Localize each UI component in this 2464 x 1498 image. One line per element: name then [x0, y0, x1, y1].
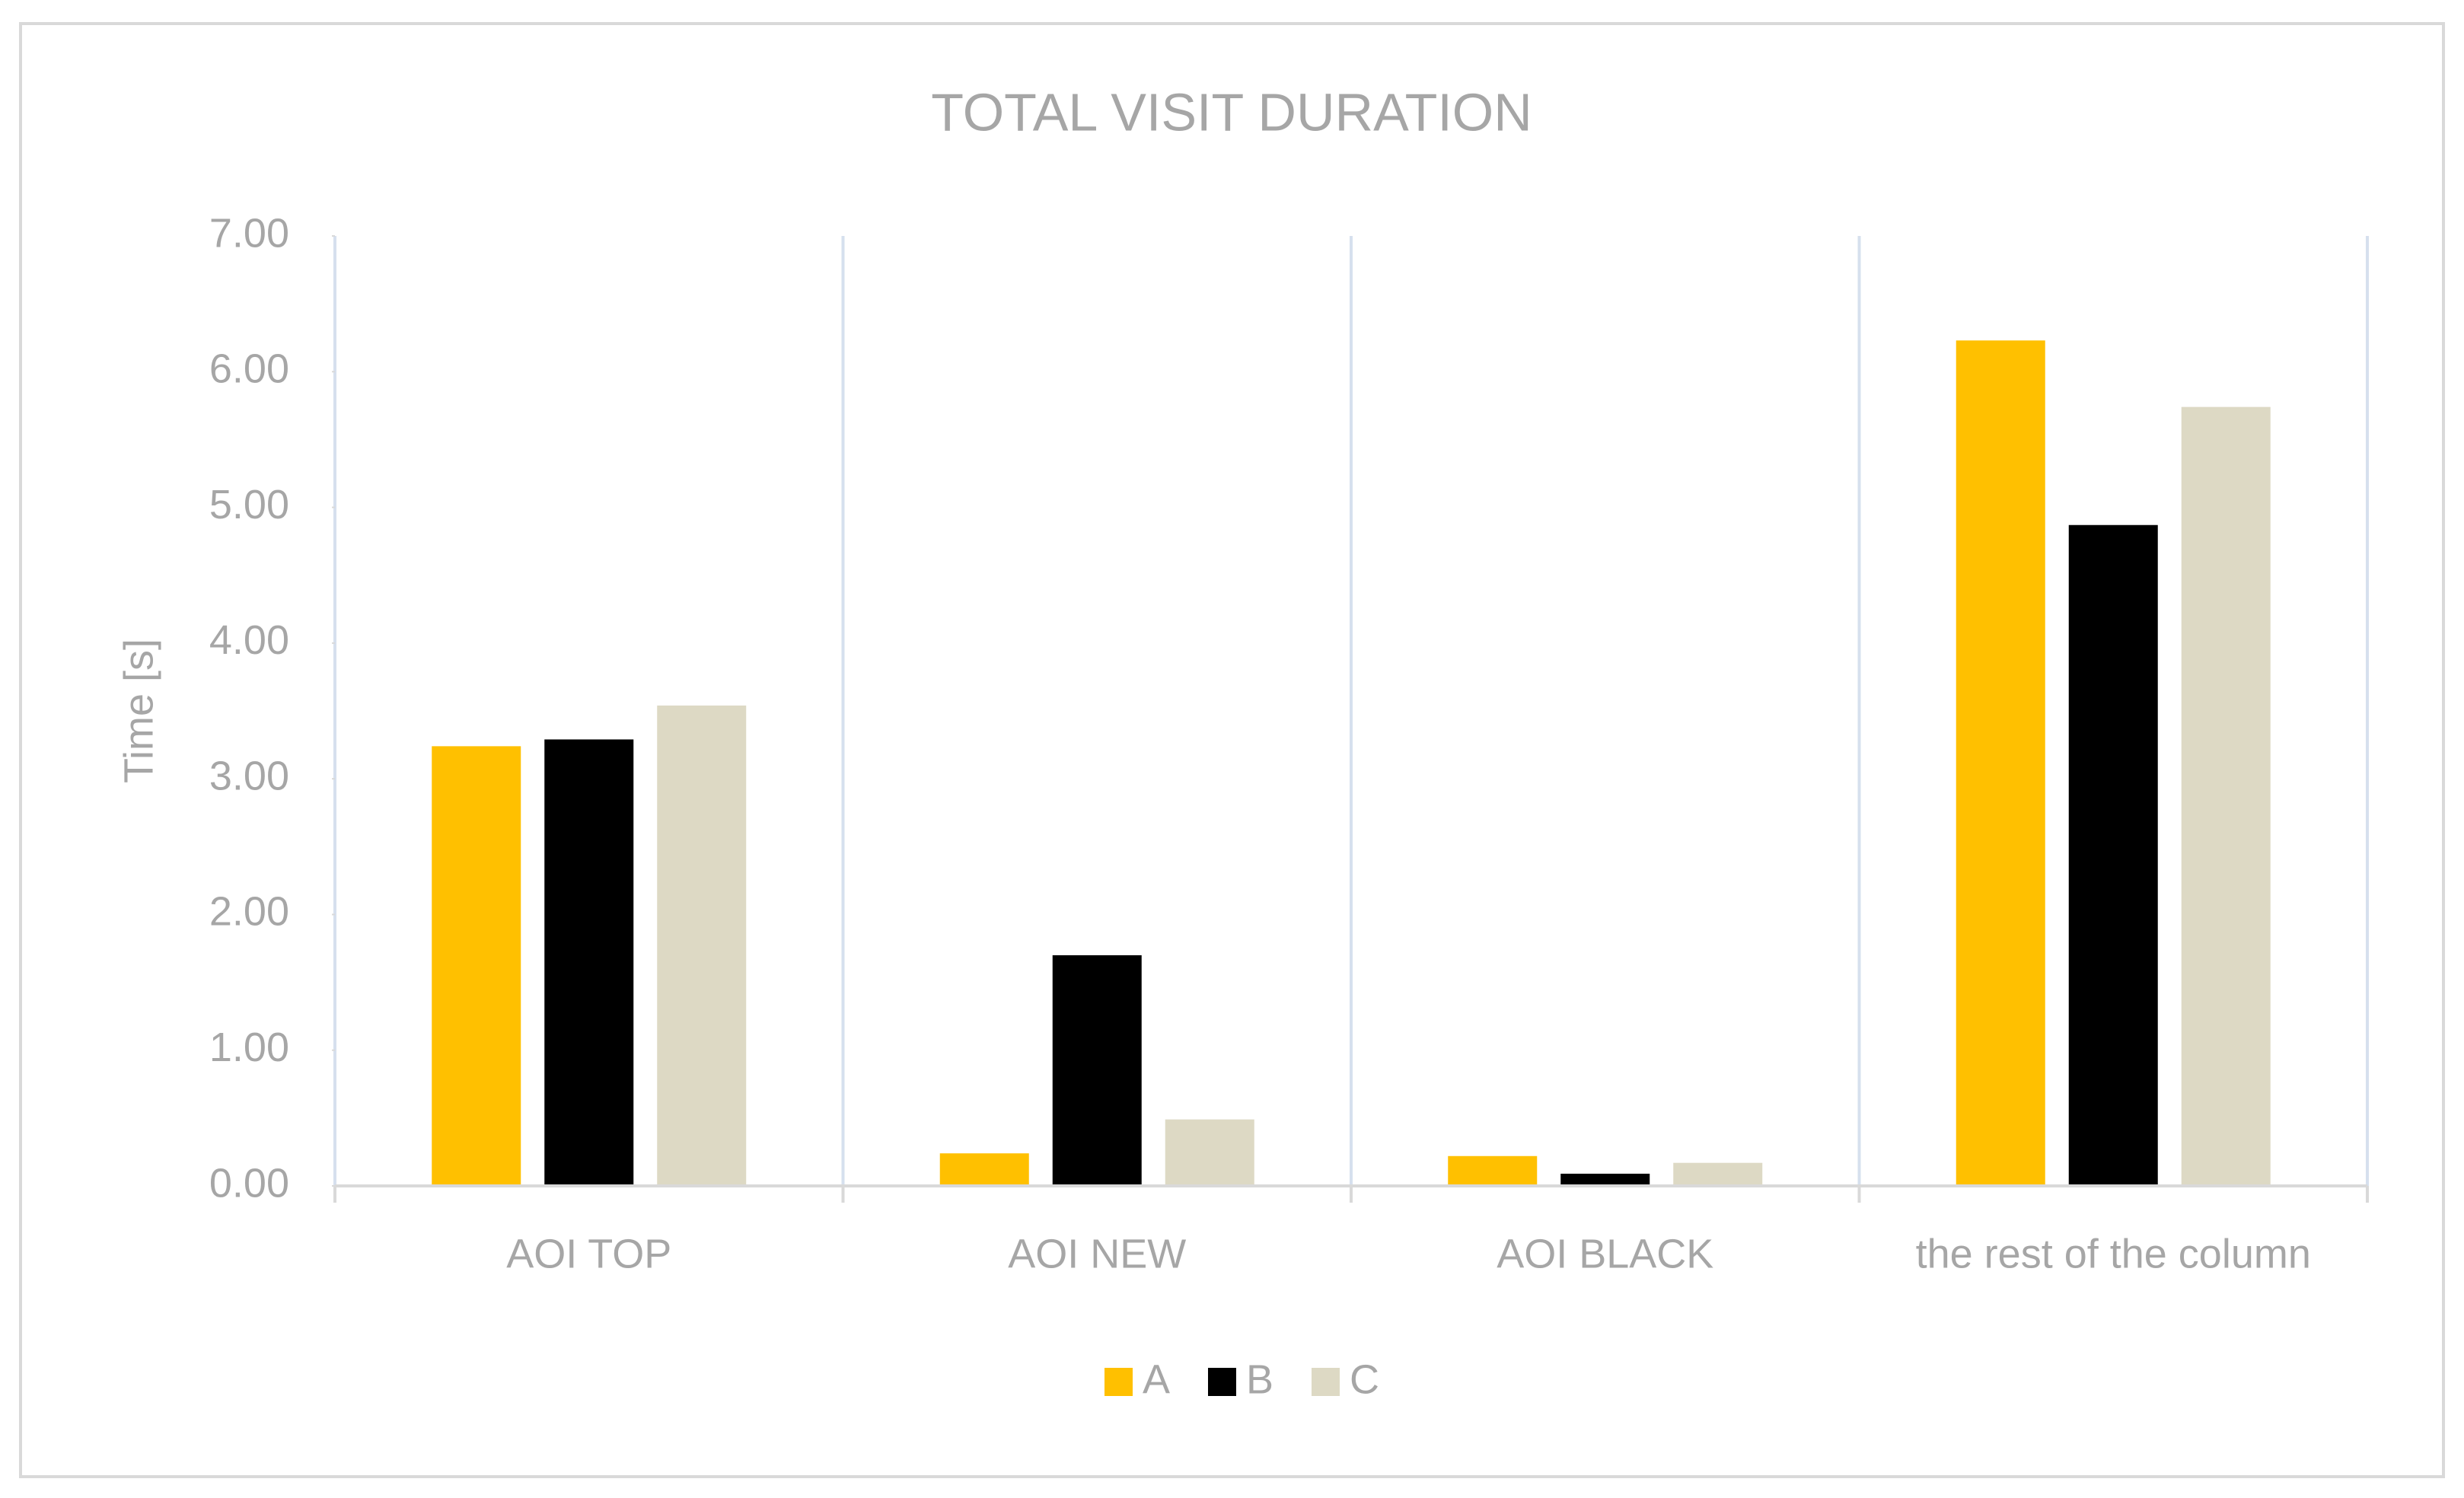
- legend-swatch: [1208, 1368, 1236, 1396]
- bar: [2068, 524, 2158, 1186]
- bar: [1673, 1162, 1763, 1186]
- bar: [432, 746, 521, 1186]
- bar: [1165, 1119, 1254, 1186]
- bar: [2181, 406, 2271, 1186]
- y-axis-title: Time [s]: [116, 639, 161, 783]
- legend-label: B: [1246, 1356, 1273, 1402]
- y-tick-label: 6.00: [209, 346, 289, 392]
- y-tick-label: 5.00: [209, 482, 289, 527]
- y-tick-label: 1.00: [209, 1025, 289, 1070]
- legend-label: A: [1143, 1356, 1170, 1402]
- bar: [1956, 340, 2045, 1186]
- bar: [1560, 1173, 1650, 1186]
- bar: [544, 739, 634, 1186]
- bar: [939, 1153, 1029, 1186]
- bar: [657, 705, 747, 1186]
- bar: [1448, 1155, 1538, 1186]
- bar: [1052, 955, 1142, 1186]
- y-tick-label: 2.00: [209, 889, 289, 935]
- x-tick-label: AOI TOP: [506, 1231, 671, 1276]
- x-tick-label: AOI BLACK: [1497, 1231, 1713, 1276]
- y-tick-label: 4.00: [209, 617, 289, 663]
- y-tick-label: 0.00: [209, 1160, 289, 1206]
- x-tick-label: AOI NEW: [1008, 1231, 1186, 1276]
- legend-swatch: [1104, 1368, 1133, 1396]
- y-tick-label: 3.00: [209, 753, 289, 798]
- legend-swatch: [1312, 1368, 1340, 1396]
- legend-label: C: [1350, 1356, 1379, 1402]
- chart-title: TOTAL VISIT DURATION: [931, 82, 1532, 142]
- y-tick-label: 7.00: [209, 210, 289, 256]
- x-tick-label: the rest of the column: [1916, 1231, 2311, 1276]
